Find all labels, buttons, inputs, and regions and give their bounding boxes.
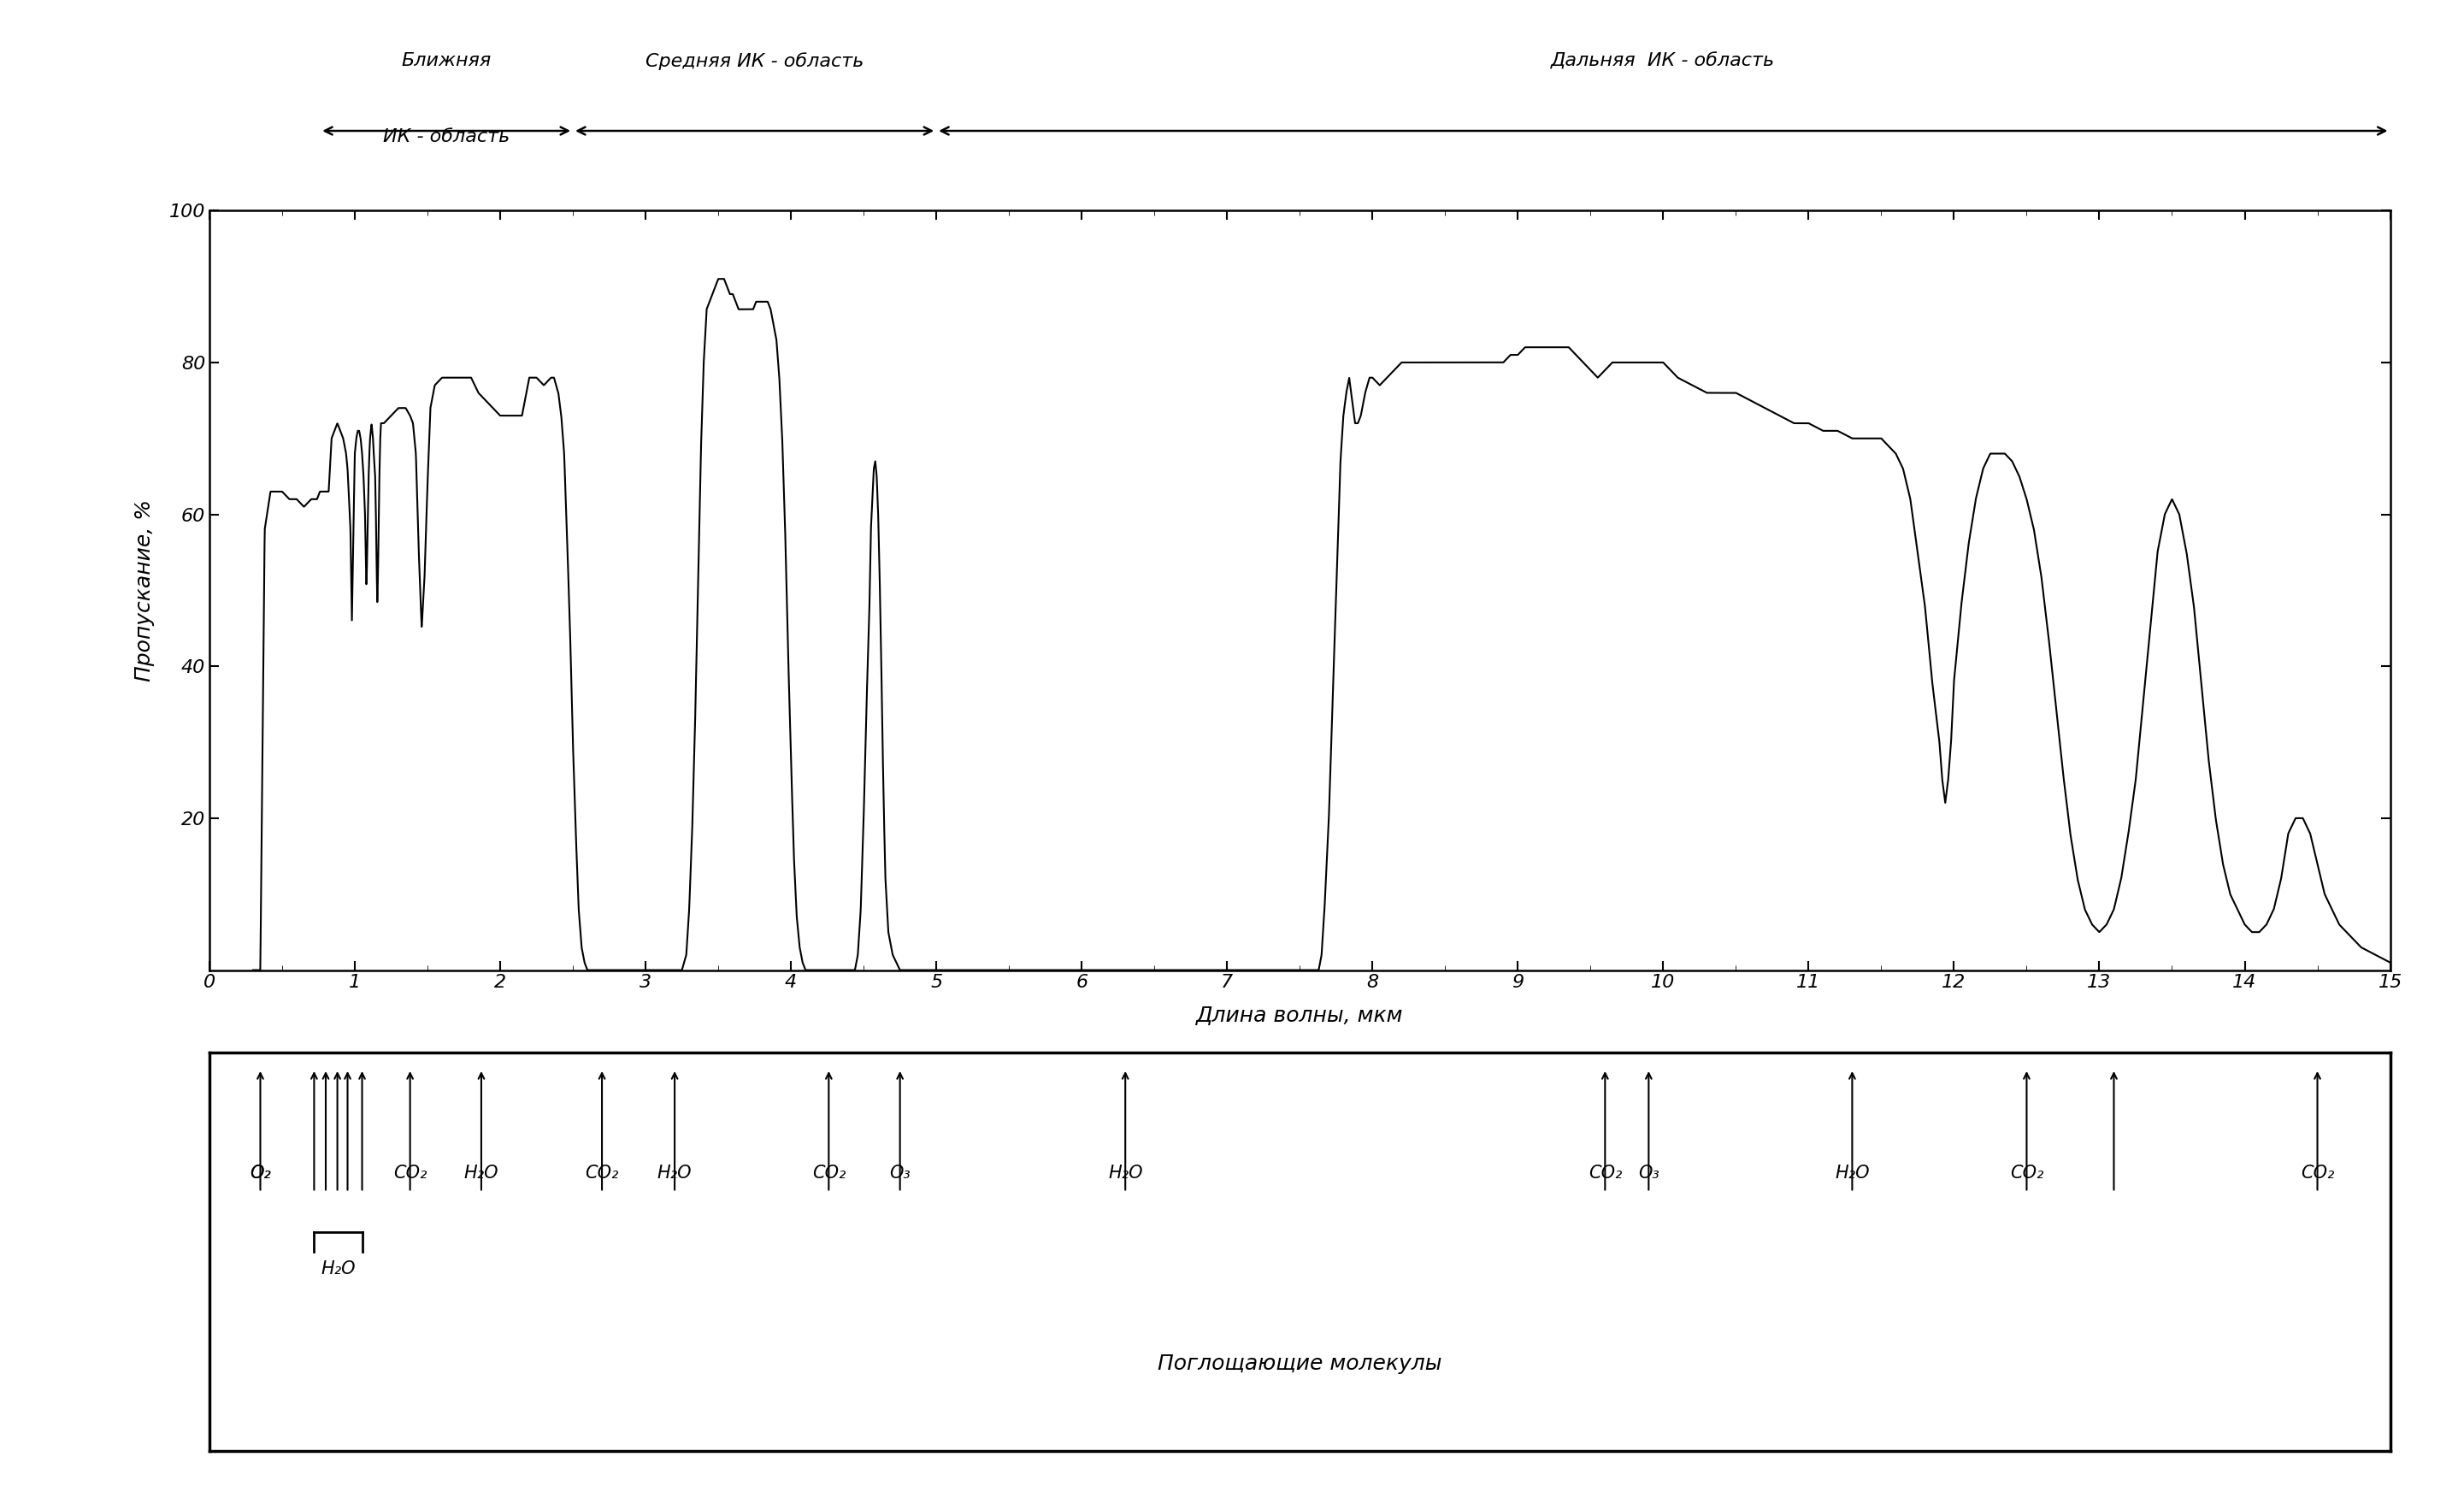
Text: CO₂: CO₂ xyxy=(813,1164,845,1182)
Text: CO₂: CO₂ xyxy=(2011,1164,2043,1182)
Text: H₂O: H₂O xyxy=(1109,1164,1143,1182)
Text: Средняя ИК - область: Средняя ИК - область xyxy=(646,53,865,71)
Text: Поглощающие молекулы: Поглощающие молекулы xyxy=(1158,1354,1441,1375)
Text: H₂O: H₂O xyxy=(320,1260,355,1277)
Text: Ближняя: Ближняя xyxy=(402,53,490,69)
Text: CO₂: CO₂ xyxy=(394,1164,426,1182)
Text: CO₂: CO₂ xyxy=(584,1164,618,1182)
Text: H₂O: H₂O xyxy=(463,1164,498,1182)
Y-axis label: Пропускание, %: Пропускание, % xyxy=(133,499,155,681)
X-axis label: Длина волны, мкм: Длина волны, мкм xyxy=(1195,1006,1404,1026)
Text: ИК - область: ИК - область xyxy=(382,128,510,144)
Text: O₂: O₂ xyxy=(249,1164,271,1182)
Text: O₃: O₃ xyxy=(1639,1164,1658,1182)
Text: CO₂: CO₂ xyxy=(1589,1164,1621,1182)
Text: H₂O: H₂O xyxy=(1836,1164,1870,1182)
Text: O₂: O₂ xyxy=(249,1164,271,1182)
Text: O₃: O₃ xyxy=(890,1164,912,1182)
Text: CO₂: CO₂ xyxy=(2301,1164,2333,1182)
Text: Дальняя  ИК - область: Дальняя ИК - область xyxy=(1552,53,1774,69)
Text: H₂O: H₂O xyxy=(658,1164,692,1182)
